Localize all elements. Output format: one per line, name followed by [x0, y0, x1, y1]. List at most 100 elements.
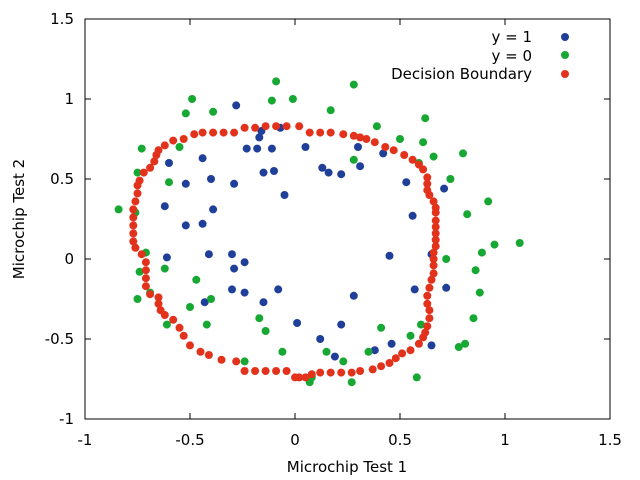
decision-boundary-point [261, 122, 270, 131]
decision-boundary-point [362, 135, 371, 143]
data-point-y0 [515, 239, 524, 247]
data-point-y0 [207, 295, 215, 303]
x-axis-ticks: -1 -0.5 0 0.5 1 1.5 [78, 19, 622, 449]
data-point-y0 [186, 303, 194, 311]
data-point-y1 [242, 144, 251, 153]
decision-boundary-point [356, 133, 365, 142]
legend-marker-y0 [561, 51, 569, 59]
data-point-y0 [326, 106, 335, 115]
decision-boundary-point [406, 346, 415, 355]
decision-boundary-point [169, 136, 178, 145]
data-point-y0 [181, 109, 190, 118]
decision-boundary-point [190, 130, 199, 139]
legend-label-boundary: Decision Boundary [391, 65, 532, 83]
data-point-y0 [347, 378, 356, 387]
y-axis-ticks: -1 -0.5 0 0.5 1 1.5 [45, 10, 610, 428]
decision-boundary-point [131, 243, 140, 252]
data-point-y0 [209, 107, 218, 116]
data-point-y0 [469, 314, 478, 323]
data-point-y1 [280, 191, 289, 199]
data-point-y1 [318, 163, 327, 172]
data-point-y1 [274, 285, 283, 294]
x-tick-label: -1 [78, 431, 93, 449]
plot-frame [84, 18, 611, 420]
decision-boundary-point [423, 173, 432, 182]
decision-boundary-point [169, 315, 178, 324]
decision-boundary-point [301, 373, 310, 382]
data-point-y1 [442, 283, 451, 292]
decision-boundary-point [423, 299, 432, 308]
data-point-y0 [461, 339, 470, 348]
data-point-y0 [490, 240, 499, 249]
data-point-y1 [385, 251, 394, 260]
decision-boundary-point [133, 181, 142, 190]
data-point-y1 [162, 253, 171, 262]
decision-boundary-point [219, 128, 228, 137]
data-point-y1 [387, 339, 396, 348]
data-point-y0 [133, 295, 142, 303]
decision-boundary-point [129, 221, 138, 230]
y-axis-title: Microchip Test 2 [10, 159, 28, 279]
data-point-y1 [402, 178, 411, 187]
decision-boundary-point [129, 237, 138, 246]
data-point-y1 [240, 288, 249, 297]
data-point-y0 [406, 331, 415, 340]
data-point-y1 [198, 154, 207, 163]
decision-boundary-point [129, 229, 138, 238]
data-point-y1 [349, 291, 358, 300]
data-point-y0 [477, 248, 486, 257]
data-point-y0 [267, 96, 276, 105]
decision-boundary-point [400, 151, 409, 159]
data-point-y0 [114, 205, 123, 214]
data-point-y1 [267, 144, 276, 153]
data-point-y1 [354, 143, 362, 151]
y-tick-label: 0.5 [50, 170, 74, 188]
data-point-y0 [396, 135, 404, 143]
decision-boundary-point [209, 128, 218, 137]
legend-label-y1: y = 1 [491, 28, 532, 46]
decision-boundary-point [429, 197, 438, 206]
decision-boundary-point [431, 223, 440, 231]
decision-boundary-point [261, 367, 270, 375]
data-point-y0 [188, 95, 197, 103]
decision-boundary-point [429, 261, 438, 270]
decision-boundary-point [391, 354, 400, 363]
decision-boundary-point [146, 163, 155, 172]
x-tick-label: -0.5 [175, 431, 204, 449]
data-point-y0 [261, 327, 270, 335]
data-point-y1 [408, 211, 417, 220]
data-point-y0 [202, 320, 211, 329]
decision-boundary-point [431, 229, 440, 238]
data-point-y1 [228, 250, 236, 259]
decision-boundary-point [429, 248, 438, 257]
decision-boundary-point [305, 128, 314, 137]
data-point-y1 [207, 175, 215, 183]
x-tick-label: 1.5 [598, 431, 622, 449]
decision-boundary-point [129, 205, 138, 214]
decision-boundary-point [179, 135, 188, 143]
decision-boundary-point [421, 328, 430, 337]
y-tick-label: -1 [59, 410, 74, 428]
x-axis-title: Microchip Test 1 [287, 458, 407, 476]
data-point-y1 [379, 149, 388, 158]
decision-boundary-point [139, 168, 148, 177]
data-point-y0 [364, 347, 373, 356]
data-point-y1 [259, 298, 268, 307]
data-point-y0 [446, 175, 455, 183]
decision-boundary-point [429, 255, 438, 263]
decision-boundary-point [160, 311, 169, 319]
data-point-y0 [192, 275, 201, 284]
data-point-y0 [349, 155, 358, 164]
decision-boundary-point [356, 367, 365, 375]
decision-boundary-point [414, 160, 423, 169]
data-point-y1 [204, 250, 213, 259]
data-point-y0 [454, 343, 463, 351]
decision-boundary-point [408, 155, 417, 164]
decision-boundary-point [339, 130, 348, 139]
decision-boundary-point [423, 322, 432, 331]
decision-boundary-point [230, 128, 239, 137]
data-point-y0 [165, 178, 173, 187]
decision-boundary-point [232, 357, 241, 366]
decision-boundary-point [141, 266, 150, 275]
data-point-y1 [209, 205, 218, 214]
